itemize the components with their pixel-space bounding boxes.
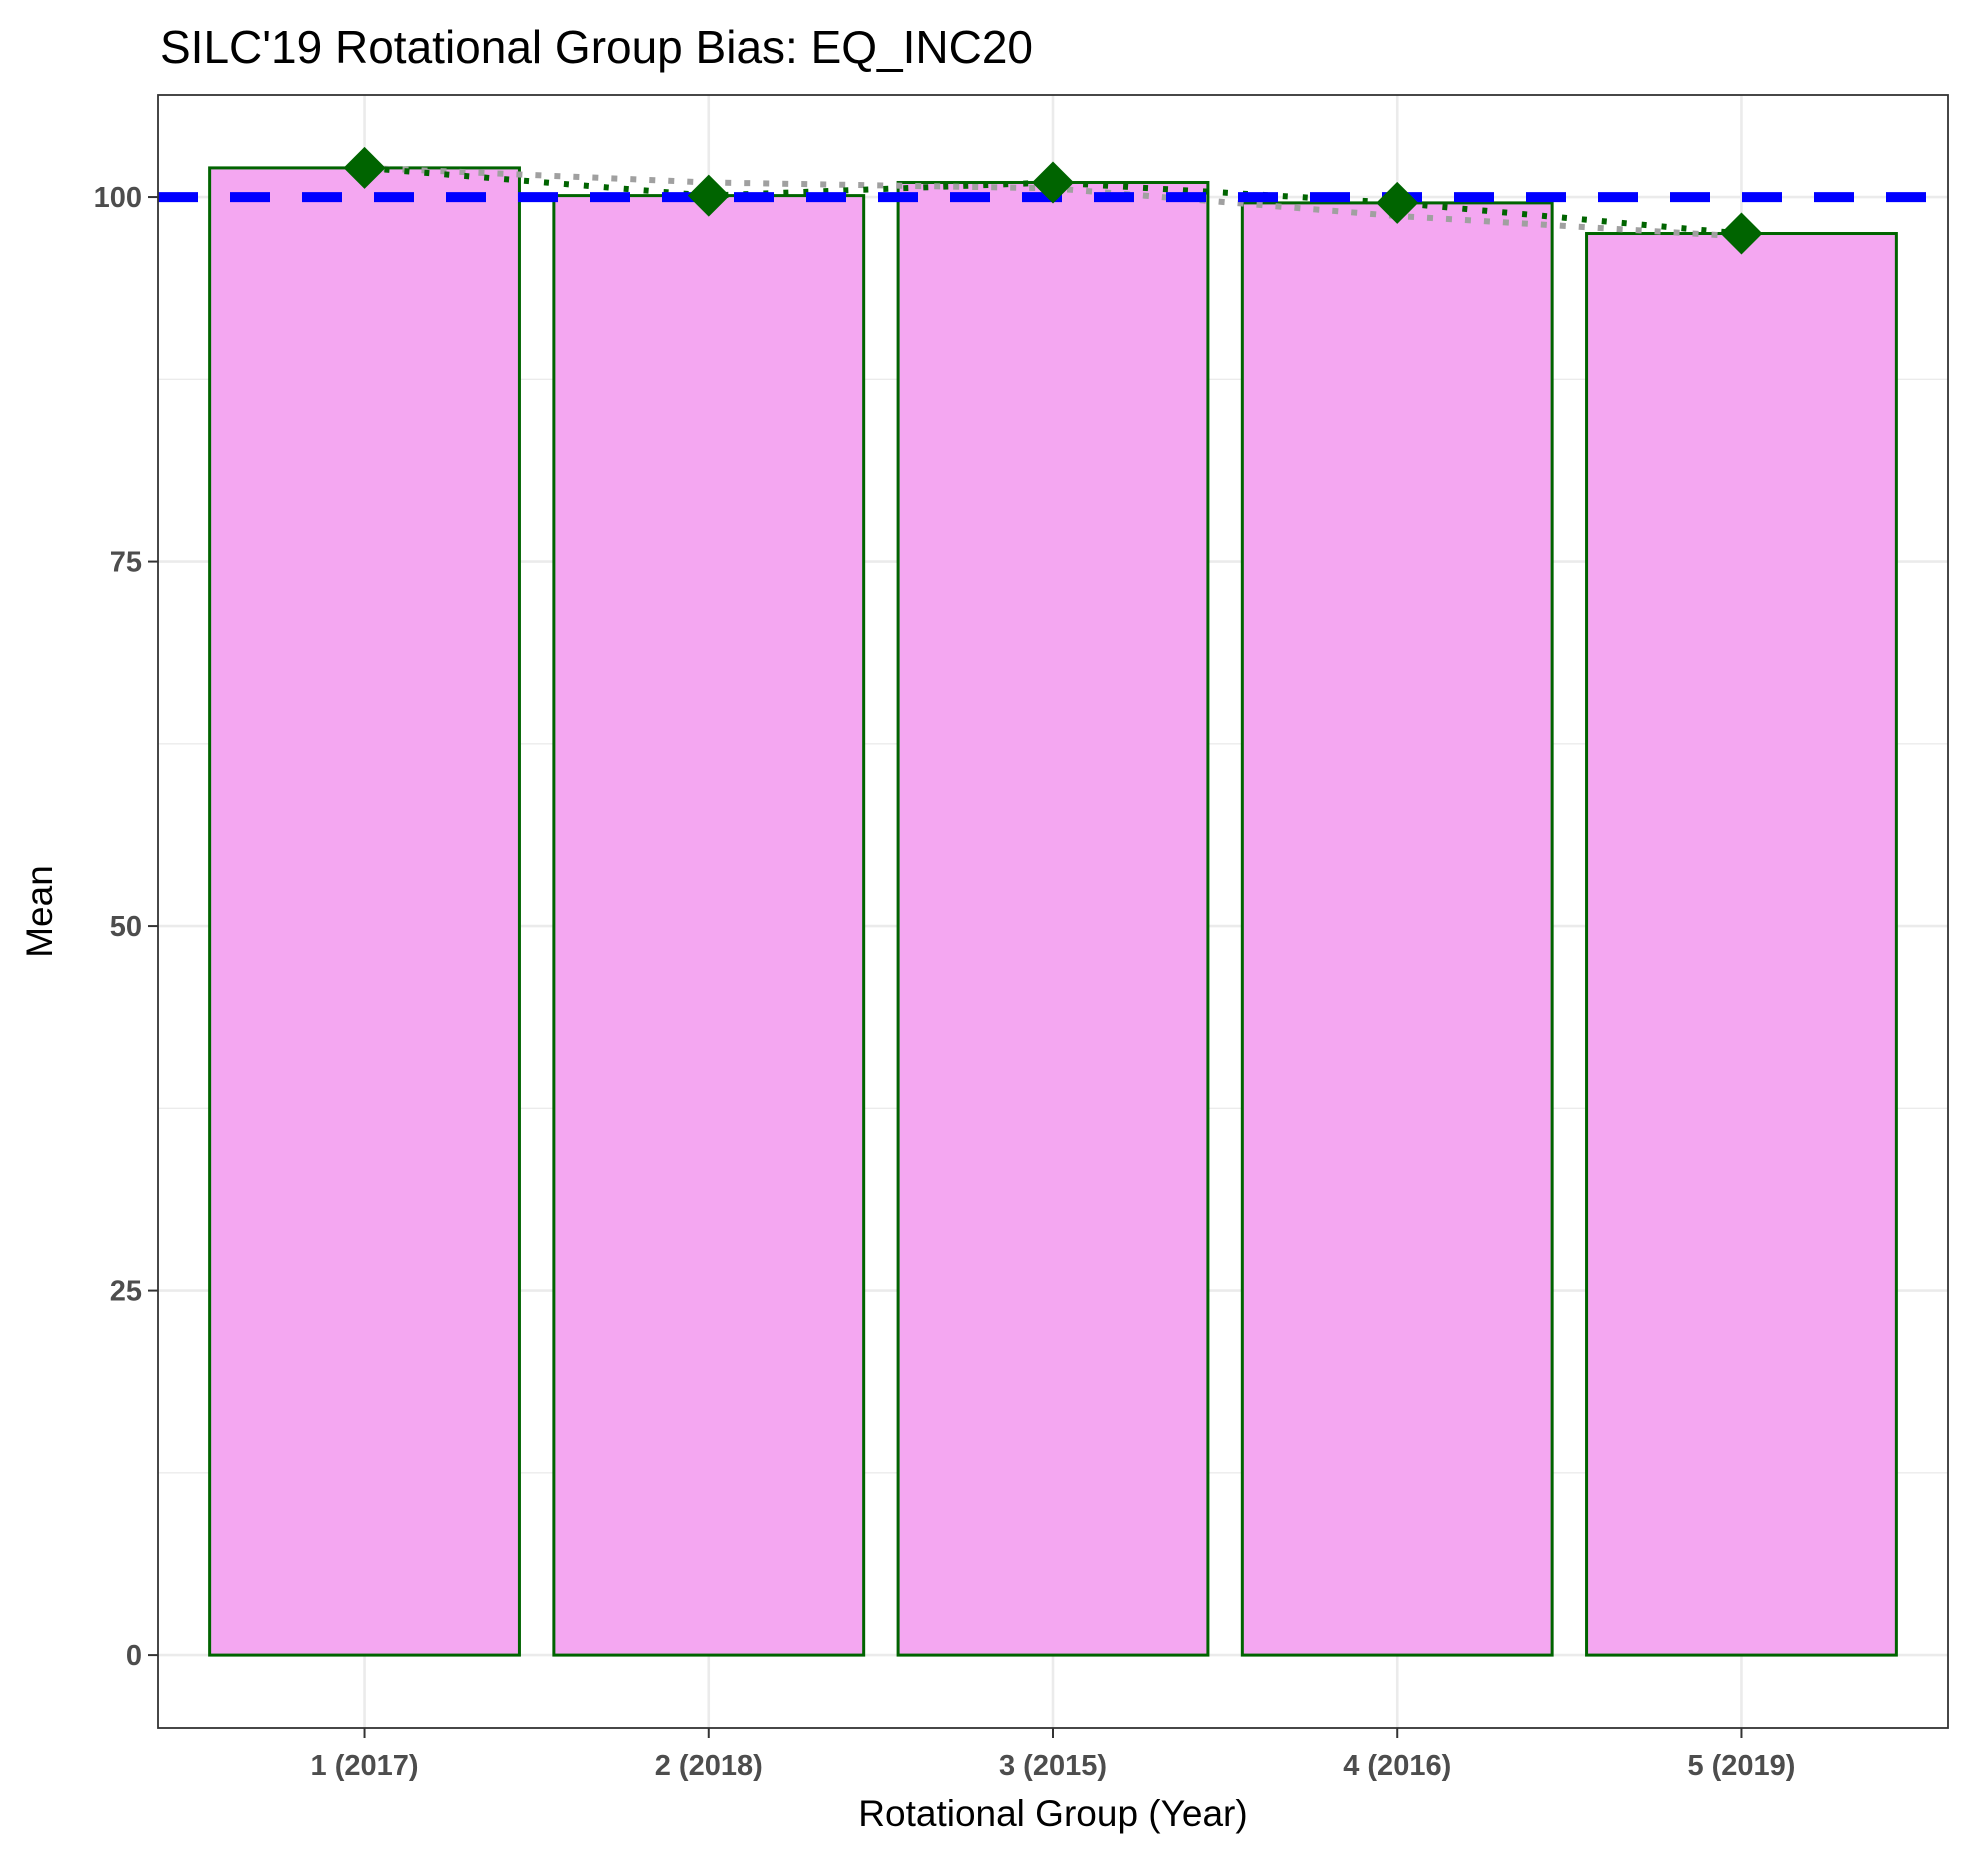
x-tick-label: 1 (2017) xyxy=(311,1750,419,1782)
y-tick-label: 50 xyxy=(110,911,142,943)
bar-3 xyxy=(898,182,1208,1655)
chart-title: SILC'19 Rotational Group Bias: EQ_INC20 xyxy=(160,21,1033,73)
bar-layer xyxy=(210,168,1897,1655)
x-tick-label: 2 (2018) xyxy=(655,1750,763,1782)
bar-2 xyxy=(554,196,864,1655)
x-axis-title: Rotational Group (Year) xyxy=(858,1793,1247,1834)
x-tick-label: 5 (2019) xyxy=(1687,1750,1795,1782)
x-tick-label: 3 (2015) xyxy=(999,1750,1107,1782)
bar-1 xyxy=(210,168,520,1655)
y-tick-label: 100 xyxy=(94,182,142,214)
bar-5 xyxy=(1587,234,1897,1656)
x-tick-label: 4 (2016) xyxy=(1343,1750,1451,1782)
y-axis-title: Mean xyxy=(19,865,60,958)
y-tick-label: 75 xyxy=(110,547,142,579)
y-tick-label: 0 xyxy=(126,1640,142,1672)
y-tick-label: 25 xyxy=(110,1276,142,1308)
bar-4 xyxy=(1242,203,1552,1655)
